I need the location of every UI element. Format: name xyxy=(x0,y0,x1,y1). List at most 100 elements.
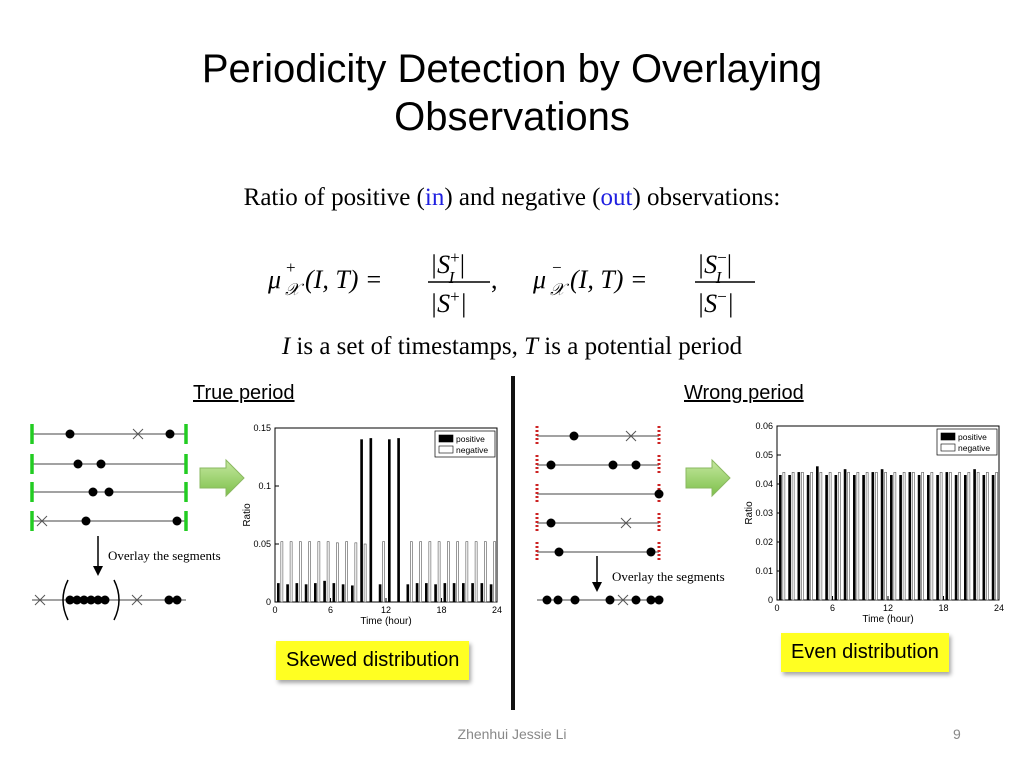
positive-bar xyxy=(899,474,902,601)
positive-bar xyxy=(277,583,280,603)
right-right-arrow-icon xyxy=(685,458,731,498)
y-tick-label: 0.03 xyxy=(755,508,773,518)
negative-bar xyxy=(428,541,432,603)
positive-bar xyxy=(480,583,484,603)
mu-minus-sup: − xyxy=(552,258,562,277)
def-text-1: is a set of timestamps, xyxy=(290,333,525,360)
negative-bar xyxy=(976,472,980,601)
positive-bar xyxy=(369,438,373,603)
x-tick-label: 18 xyxy=(938,603,948,613)
wrong-period-ratio-chart: 0 0.01 0.02 0.03 0.04 0.05 0.06 0 6 12 18 24 Time (h… xyxy=(744,421,1004,625)
positive-bar xyxy=(843,469,847,601)
negative-bar xyxy=(847,472,850,601)
positive-bar xyxy=(425,583,428,603)
negative-bar xyxy=(437,541,441,603)
legend-swatch xyxy=(940,443,956,452)
subtitle-out: out xyxy=(600,184,633,211)
mu-plus: μ xyxy=(267,265,281,294)
negative-bar xyxy=(893,472,897,601)
negative-bar xyxy=(838,472,841,601)
positive-bar xyxy=(295,583,299,603)
mu-plus-sub: 𝒳 xyxy=(285,280,305,299)
positive-bar xyxy=(471,583,474,603)
positive-bar xyxy=(489,584,493,603)
skewed-distribution-callout: Skewed distribution xyxy=(276,641,470,680)
y-tick-label: 0.1 xyxy=(258,481,271,491)
panel-divider xyxy=(511,376,515,710)
subtitle-pre: Ratio of positive ( xyxy=(243,184,425,211)
negative-bar xyxy=(382,541,385,603)
negative-bar xyxy=(410,541,413,603)
y-tick-label: 0.02 xyxy=(755,537,773,547)
positive-bar xyxy=(388,439,391,603)
true-period-segments xyxy=(30,424,188,621)
y-tick-label: 0.05 xyxy=(253,539,271,549)
x-tick-label: 6 xyxy=(328,605,333,615)
negative-crosses xyxy=(36,428,144,527)
positive-bar xyxy=(927,474,930,601)
y-tick-label: 0 xyxy=(768,595,773,605)
subtitle-mid: ) and negative ( xyxy=(444,184,601,211)
wrong-period-heading: Wrong period xyxy=(684,382,804,404)
positive-bar xyxy=(415,583,419,603)
positive-bar xyxy=(945,472,949,601)
negative-bar xyxy=(986,472,989,601)
legend-label: positive xyxy=(456,434,485,444)
mu-minus: μ xyxy=(532,265,546,294)
x-axis-label: Time (hour) xyxy=(360,616,411,627)
x-tick-label: 24 xyxy=(492,605,502,615)
negative-bar xyxy=(326,541,330,603)
left-right-arrow-icon xyxy=(199,458,245,498)
negative-bar xyxy=(810,472,813,601)
x-tick-label: 0 xyxy=(774,603,779,613)
x-tick-label: 12 xyxy=(381,605,391,615)
positive-bar xyxy=(434,584,437,603)
legend-swatch xyxy=(438,434,454,443)
negative-bar xyxy=(317,541,321,603)
negative-bar xyxy=(939,472,943,601)
left-comma: , xyxy=(491,265,498,294)
negative-bar xyxy=(336,542,339,603)
page-number: 9 xyxy=(953,726,961,742)
positive-bar xyxy=(452,583,456,603)
positive-dots xyxy=(65,429,182,526)
positive-bar xyxy=(982,474,986,601)
x-tick-label: 12 xyxy=(883,603,893,613)
x-axis-label: Time (hour) xyxy=(862,614,913,625)
subtitle-in: in xyxy=(424,184,445,211)
subtitle-post: ) observations: xyxy=(632,184,781,211)
negative-bar xyxy=(884,472,887,601)
negative-bar xyxy=(289,541,293,603)
y-tick-label: 0.04 xyxy=(755,479,773,489)
def-I: I xyxy=(281,333,291,360)
positive-bar xyxy=(360,439,363,603)
even-distribution-callout: Even distribution xyxy=(781,633,949,672)
positive-bar xyxy=(964,474,967,601)
mu-minus-sub: 𝒳 xyxy=(550,280,570,299)
negative-bar xyxy=(791,472,795,601)
left-overlay-label: Overlay the segments xyxy=(108,548,221,563)
negative-bar xyxy=(958,472,961,601)
x-tick-label: 0 xyxy=(272,605,277,615)
true-period-ratio-chart: 0 0.05 0.1 0.15 0 6 12 18 24 Time (hour) Ratio posi… xyxy=(242,423,502,627)
negative-bar xyxy=(299,541,302,603)
positive-bar xyxy=(880,469,884,601)
positive-bar xyxy=(779,474,782,601)
positive-bar xyxy=(797,472,801,601)
legend-label: negative xyxy=(958,443,990,453)
positive-bar xyxy=(862,474,865,601)
positive-bar xyxy=(890,474,893,601)
y-tick-label: 0.01 xyxy=(755,566,773,576)
negative-bar xyxy=(484,541,487,603)
negative-bar xyxy=(474,541,478,603)
y-tick-label: 0.06 xyxy=(755,421,773,431)
footer-author: Zhenhui Jessie Li xyxy=(457,726,567,742)
positive-bar xyxy=(304,584,308,603)
legend-swatch xyxy=(438,445,454,454)
y-axis-label: Ratio xyxy=(744,501,755,525)
negative-bar xyxy=(456,541,459,603)
positive-bar xyxy=(806,474,810,601)
negative-bar xyxy=(819,472,823,601)
positive-bar xyxy=(462,583,465,603)
positive-bar xyxy=(314,583,317,603)
